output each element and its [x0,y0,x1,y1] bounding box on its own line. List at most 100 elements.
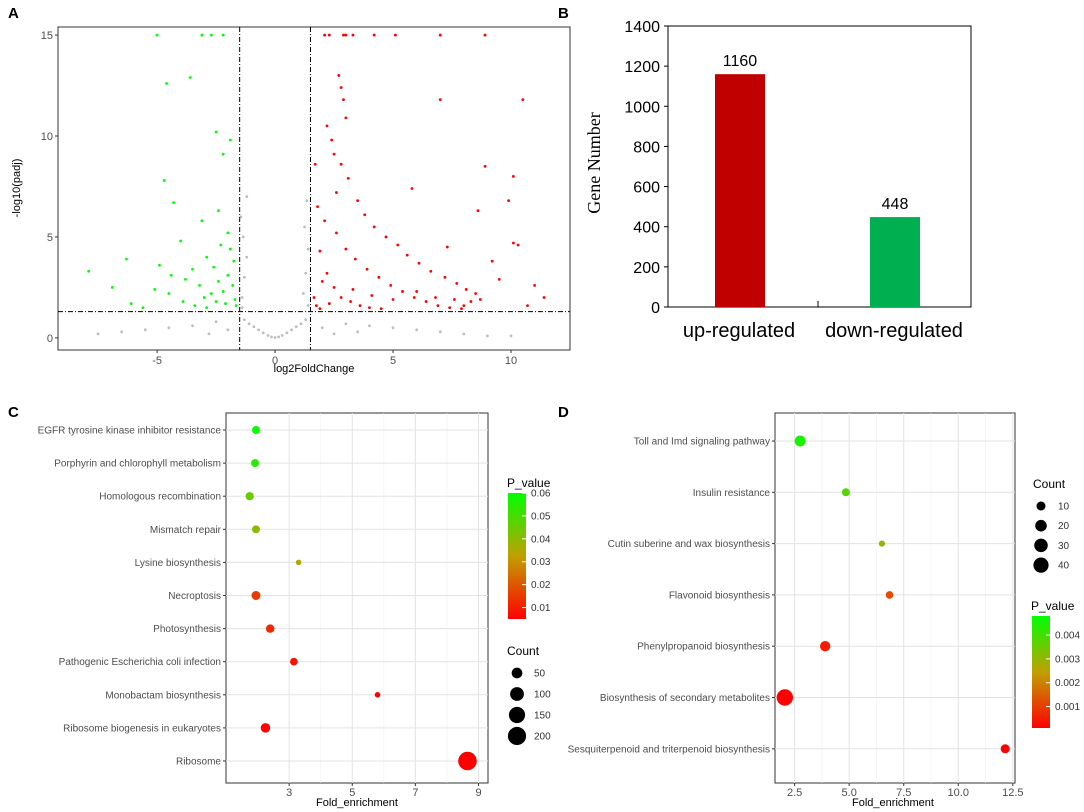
count-legend-label: 200 [534,732,551,743]
volcano-point [312,296,316,299]
volcano-point [205,306,209,310]
volcano-point [327,302,331,305]
bar-series [715,74,920,308]
volcano-point [410,187,414,190]
volcano-point [228,247,232,251]
volcano-point [184,277,187,281]
volcano-point [511,241,515,245]
count-legend-label: 20 [1058,521,1070,532]
enrichment-bubble [295,559,302,566]
volcano-point [226,328,230,332]
enrichment-bubble-chart-c: EGFR tyrosine kinase inhibitor resistanc… [38,412,551,809]
category-label: EGFR tyrosine kinase inhibitor resistanc… [38,426,222,437]
bubble-x-ticks-d: 2.5 5.0 7.5 10.0 12.5 [787,783,1024,799]
count-legend-dot [1033,557,1049,573]
volcano-point [301,292,305,295]
volcano-point [217,279,220,283]
bar-value-label: 1160 [723,53,758,70]
x-tick-label: 3 [286,787,292,799]
volcano-point [344,33,348,37]
category-label: Cutin suberine and wax biosynthesis [608,539,770,550]
volcano-y-axis-title: -log10(padj) [11,159,23,218]
volcano-point [221,290,225,293]
bar-value-label: 448 [882,196,909,213]
volcano-point [464,288,468,291]
category-label: Sesquiterpenoid and triterpenoid biosynt… [568,744,770,755]
category-label: Phenylpropanoid biosynthesis [637,642,770,653]
volcano-point [401,290,404,293]
volcano-point [415,328,419,332]
volcano-point [273,336,277,339]
y-tick-label: 1400 [624,19,660,36]
volcano-point [332,152,336,156]
volcano-plot: -5 0 5 10 0 5 10 15 log2FoldChange -log10(padj… [11,26,571,375]
volcano-point [155,33,159,37]
category-label: Pathogenic Escherichia coli infection [59,657,221,668]
count-legend-dot [508,706,526,724]
volcano-point [474,292,478,295]
volcano-point [306,247,310,251]
volcano-point [507,199,511,203]
volcano-point [443,275,447,279]
volcano-point [417,261,421,265]
enrichment-bubble [885,591,894,599]
panel-label-a: A [8,5,19,22]
volcano-point [228,138,232,142]
volcano-point [167,326,171,330]
y-tick-label: 800 [633,139,660,156]
volcano-point [214,300,218,303]
count-legend-c: 50 100 150 200 [507,667,551,746]
y-tick-label: 1000 [624,99,660,116]
volcano-point [231,284,234,287]
volcano-point [172,201,176,205]
volcano-point [483,33,487,37]
volcano-point [384,235,388,239]
volcano-point [205,255,209,259]
colorbar-tick-label: 0.06 [531,489,551,500]
category-label: Ribosome [176,757,221,768]
enrichment-bubble [260,723,271,733]
volcano-point [346,177,350,180]
volcano-point [303,225,306,229]
bar-category-label: down-regulated [825,320,963,342]
volcano-point [188,76,192,79]
panel-label-c: C [8,404,19,421]
volcano-down-points [87,33,238,310]
x-tick-label: 7 [412,787,418,799]
y-tick-label: 5 [47,232,53,244]
count-legend-dot [1036,501,1046,511]
volcano-point [120,330,124,334]
x-tick-label: 2.5 [787,787,802,799]
volcano-point [181,300,185,303]
colorbar-tick-label: 0.02 [531,580,551,591]
bar-category-label: up-regulated [683,320,795,342]
enrichment-bubble [245,492,254,501]
volcano-point [368,324,371,328]
volcano-point [96,332,100,336]
volcano-point [349,300,352,303]
volcano-point [533,284,537,287]
volcano-point [226,231,230,235]
volcano-point [320,279,324,283]
volcano-point [412,296,416,299]
count-legend-label: 40 [1058,561,1070,572]
volcano-point [242,275,246,279]
volcano-point [332,332,336,336]
bubble-points-d [776,435,1010,754]
volcano-point [356,330,360,334]
count-legend-label: 100 [534,690,551,701]
volcano-point [294,325,298,329]
volcano-point [335,191,338,194]
volcano-point [344,247,348,251]
volcano-point [516,243,520,247]
colorbar-tick-label: 0.01 [531,603,551,614]
volcano-point [368,306,371,310]
count-legend-label: 50 [534,669,546,680]
volcano-point [434,296,437,299]
bar [870,217,920,307]
enrichment-bubble [458,751,477,771]
x-tick-label: 7.5 [896,787,911,799]
enrichment-bubble [251,459,260,468]
volcano-point [438,98,442,102]
x-tick-label: 5 [390,355,396,367]
